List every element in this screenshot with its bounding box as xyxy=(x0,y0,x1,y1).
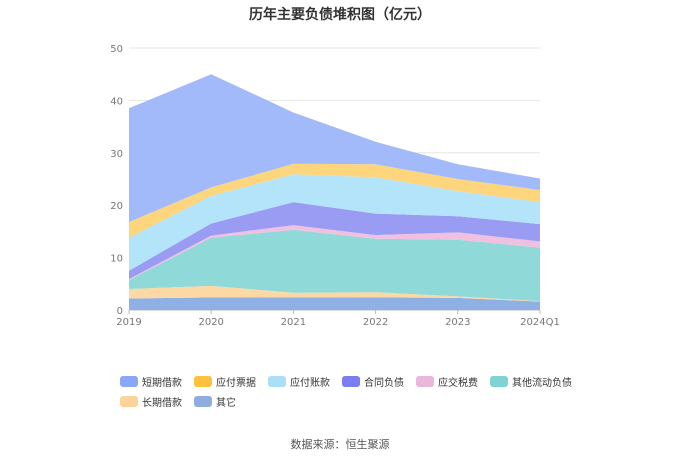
legend-label: 短期借款 xyxy=(142,377,182,389)
legend-item[interactable]: 长期借款 xyxy=(120,394,182,409)
legend-item[interactable]: 其他流动负债 xyxy=(490,374,572,389)
area-应付账款 xyxy=(129,174,540,271)
legend-swatch xyxy=(342,375,360,387)
legend-label: 应付票据 xyxy=(216,377,256,389)
legend-item[interactable]: 应交税费 xyxy=(416,374,478,389)
legend-item[interactable]: 应付票据 xyxy=(194,374,256,389)
x-tick-label: 2023 xyxy=(445,317,470,328)
x-tick-label: 2021 xyxy=(281,317,306,328)
legend-label: 长期借款 xyxy=(142,397,182,409)
y-tick-label: 10 xyxy=(110,254,123,265)
area-series xyxy=(129,74,540,310)
legend-swatch xyxy=(120,375,138,387)
x-tick-label: 2022 xyxy=(363,317,388,328)
area-短期借款 xyxy=(129,74,540,222)
legend-swatch xyxy=(194,375,212,387)
axes: 0 10 20 30 40 50 2019 2020 2021 2022 2023 2024Q1 xyxy=(110,44,560,328)
legend-item[interactable]: 其它 xyxy=(194,394,236,409)
legend-label: 其他流动负债 xyxy=(512,377,572,389)
legend-label: 应交税费 xyxy=(438,377,478,389)
legend: 短期借款 应付票据 应付账款 合同负债 应交税费 其他流动负债长期借款 其它 xyxy=(120,374,580,409)
y-tick-label: 50 xyxy=(110,44,123,55)
y-tick-label: 40 xyxy=(110,96,123,107)
x-tick-label: 2019 xyxy=(116,317,141,328)
legend-item[interactable]: 短期借款 xyxy=(120,374,182,389)
x-tick-label: 2024Q1 xyxy=(520,317,560,328)
legend-item[interactable]: 应付账款 xyxy=(268,374,330,389)
area-其他流动负债 xyxy=(129,229,540,302)
y-tick-label: 30 xyxy=(110,149,123,160)
y-tick-label: 0 xyxy=(117,306,123,317)
area-长期借款 xyxy=(129,285,540,302)
legend-label: 其它 xyxy=(216,397,236,409)
data-source-note: 数据来源：恒生聚源 xyxy=(290,438,390,451)
x-tick-label: 2020 xyxy=(198,317,223,328)
chart-title: 历年主要负债堆积图（亿元） xyxy=(249,7,431,23)
legend-item[interactable]: 合同负债 xyxy=(342,374,404,389)
area-应付票据 xyxy=(129,163,540,238)
legend-swatch xyxy=(268,375,286,387)
legend-label: 应付账款 xyxy=(290,377,330,389)
legend-swatch xyxy=(120,395,138,407)
area-其它 xyxy=(129,297,540,310)
legend-label: 合同负债 xyxy=(364,377,404,389)
area-应交税费 xyxy=(129,225,540,281)
legend-swatch xyxy=(416,375,434,387)
y-tick-label: 20 xyxy=(110,201,123,212)
area-合同负债 xyxy=(129,202,540,280)
legend-swatch xyxy=(194,395,212,407)
legend-swatch xyxy=(490,375,508,387)
